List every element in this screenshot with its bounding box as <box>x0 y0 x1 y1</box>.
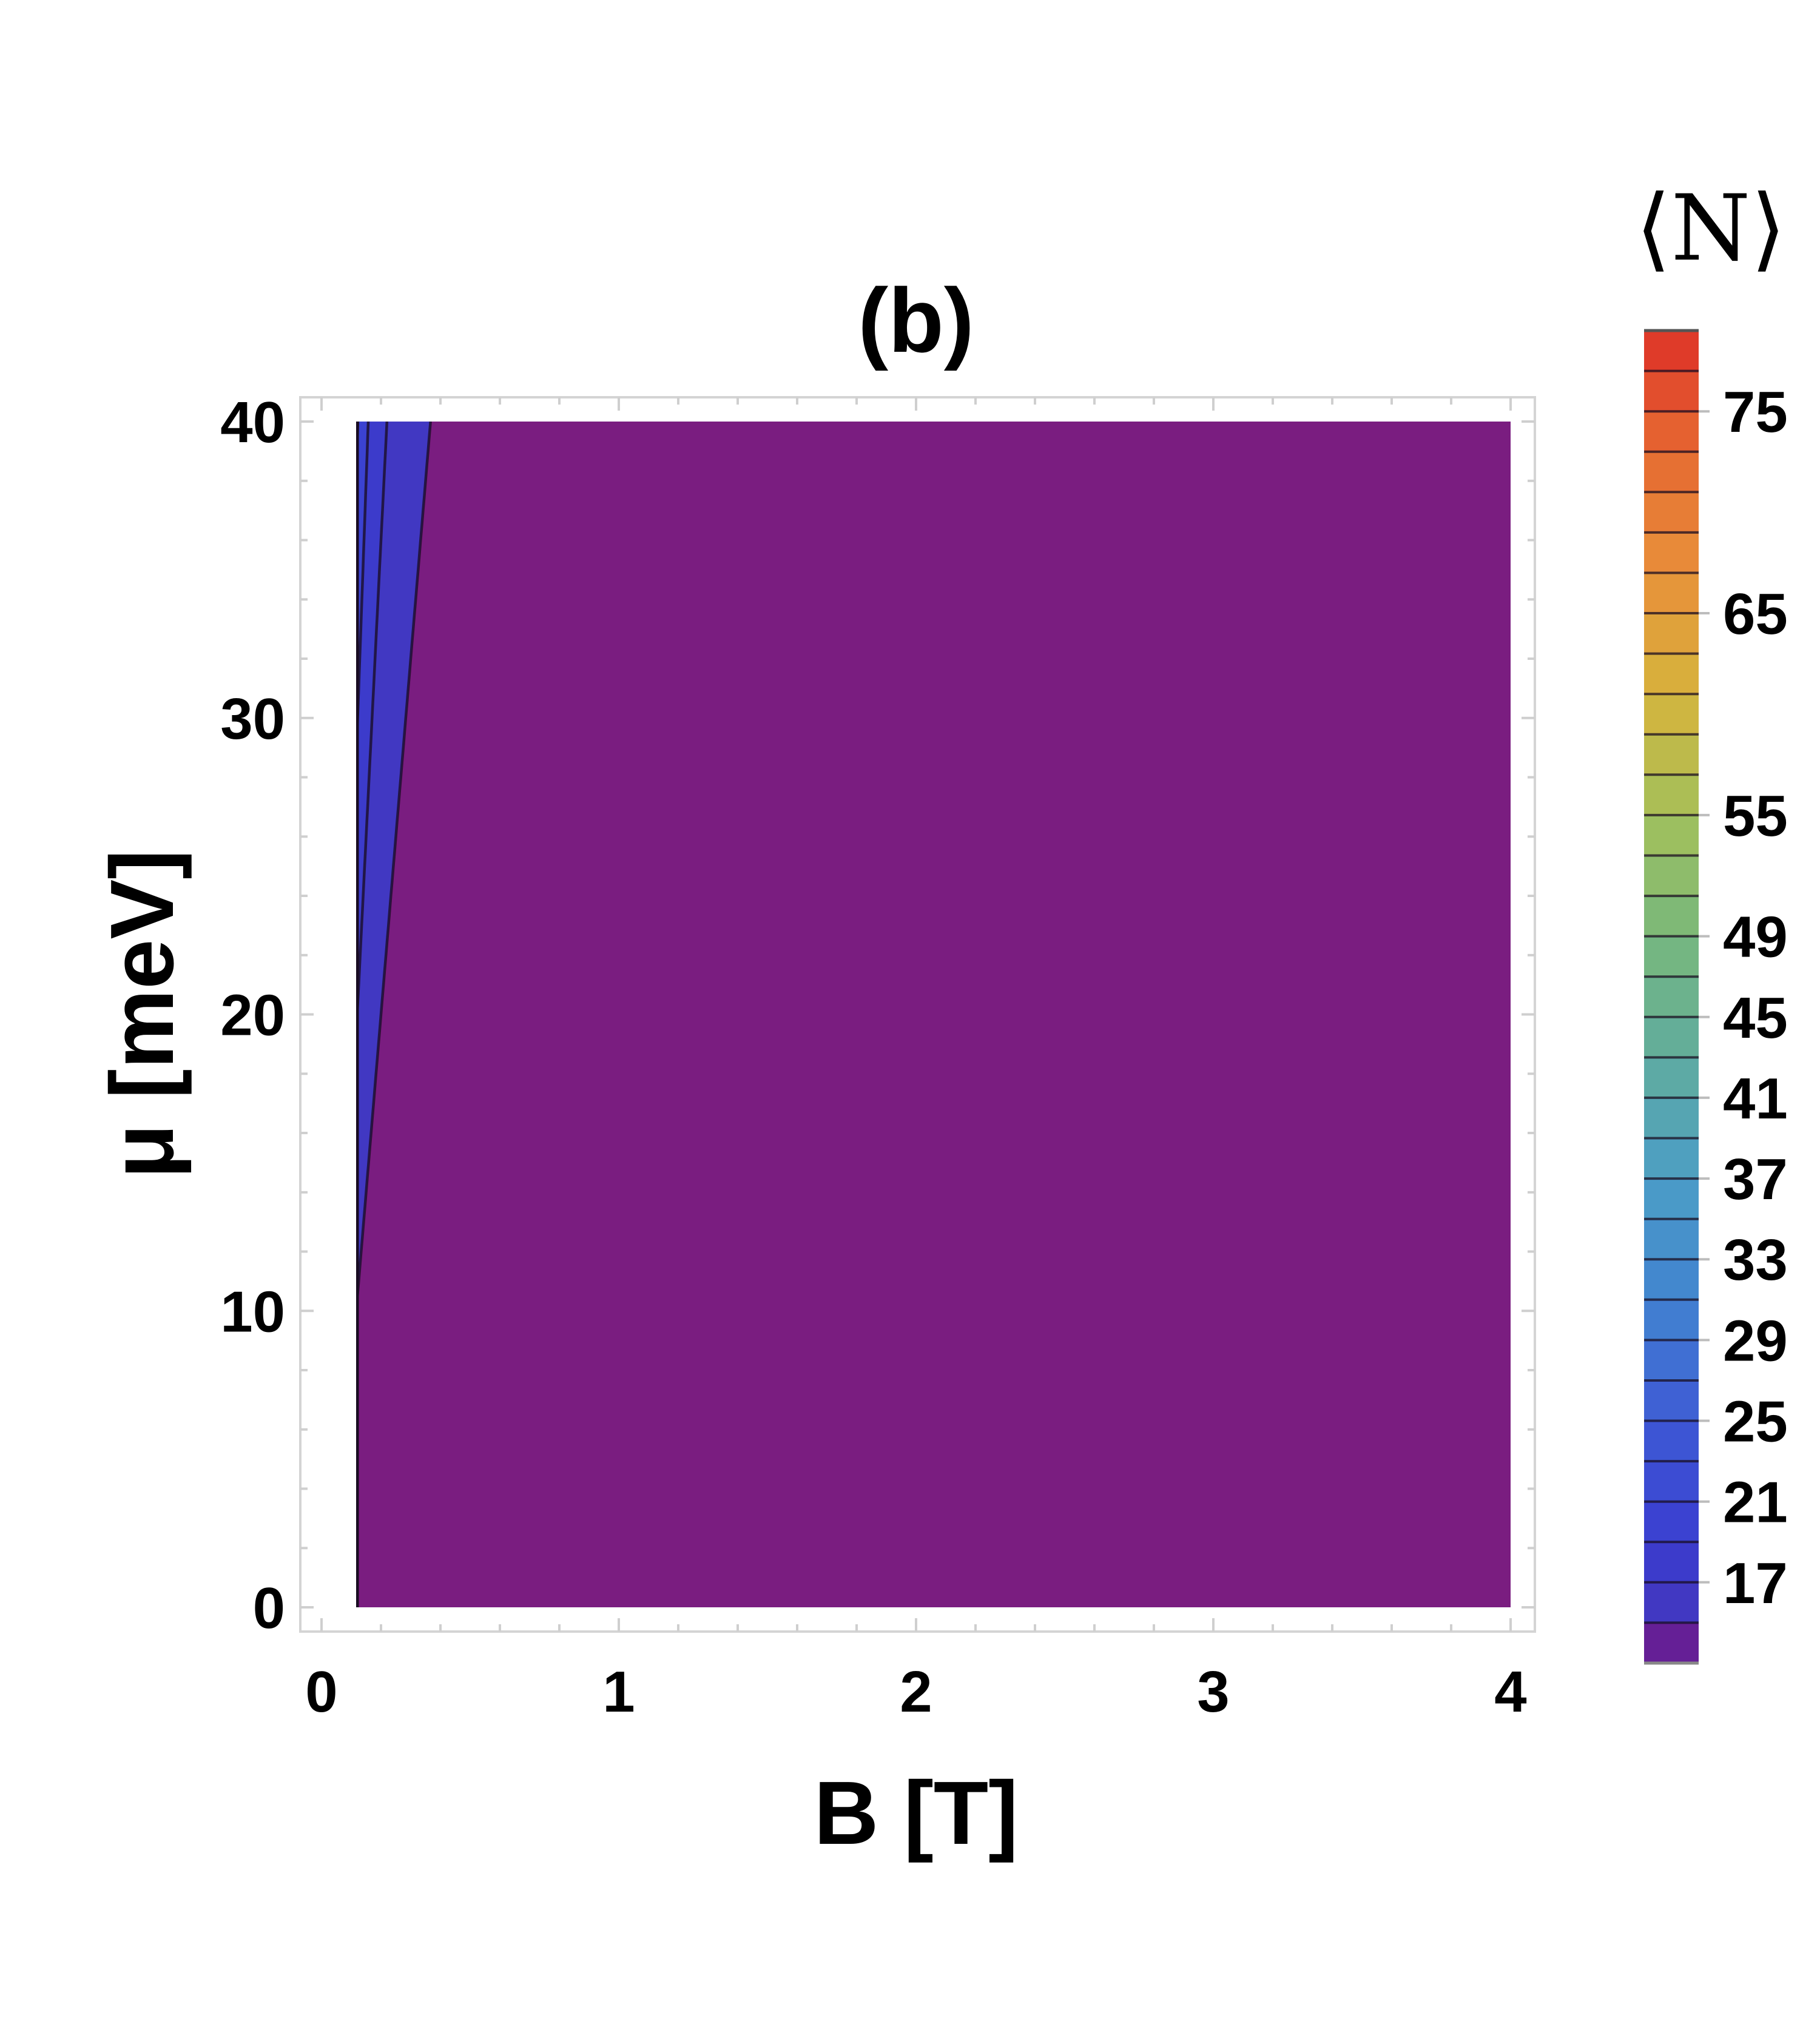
colorbar-segment <box>1644 371 1699 412</box>
colorbar-tick-label: 33 <box>1723 1228 1788 1293</box>
colorbar-segment <box>1644 1299 1699 1341</box>
colorbar-segment <box>1644 1057 1699 1098</box>
colorbar-segment <box>1644 1219 1699 1260</box>
colorbar-segment <box>1644 694 1699 735</box>
frame-ticks <box>300 397 1535 1632</box>
colorbar-segment <box>1644 573 1699 614</box>
y-tick-label: 40 <box>220 390 285 455</box>
colorbar <box>1644 329 1699 1665</box>
colorbar-segment <box>1644 653 1699 694</box>
x-tick-label: 0 <box>305 1659 337 1724</box>
contour-bands <box>357 422 1511 1607</box>
colorbar-tick-label: 75 <box>1723 380 1788 445</box>
colorbar-tick-label: 65 <box>1723 582 1788 647</box>
y-tick-label: 10 <box>220 1279 285 1344</box>
colorbar-segment <box>1644 411 1699 452</box>
contour-band-low <box>357 422 1511 1607</box>
colorbar-segment <box>1644 1501 1699 1543</box>
plot-area <box>356 422 1511 1607</box>
y-tick-labels: 0 10 20 30 40 <box>220 390 285 1641</box>
colorbar-segment <box>1644 855 1699 896</box>
colorbar-title: ⟨N⟩ <box>1636 176 1786 281</box>
colorbar-tick-label: 37 <box>1723 1147 1788 1212</box>
y-tick-label: 30 <box>220 687 285 751</box>
colorbar-segment <box>1644 977 1699 1018</box>
colorbar-segment <box>1644 451 1699 493</box>
colorbar-segment <box>1644 734 1699 776</box>
colorbar-segment <box>1644 613 1699 654</box>
x-tick-label: 4 <box>1494 1659 1526 1724</box>
colorbar-segment <box>1644 1017 1699 1058</box>
colorbar-segment <box>1644 1622 1699 1664</box>
y-tick-label: 20 <box>220 983 285 1048</box>
colorbar-segment <box>1644 1138 1699 1179</box>
colorbar-tick-label: 55 <box>1723 784 1788 849</box>
y-axis-title: μ [meV] <box>92 850 192 1179</box>
colorbar-segment <box>1644 331 1699 372</box>
colorbar-segment <box>1644 1582 1699 1624</box>
colorbar-segment <box>1644 896 1699 937</box>
x-tick-labels: 0 1 2 3 4 <box>305 1659 1526 1724</box>
x-tick-label: 2 <box>900 1659 932 1724</box>
colorbar-segment <box>1644 492 1699 533</box>
colorbar-segment <box>1644 775 1699 816</box>
colorbar-segment <box>1644 1380 1699 1422</box>
colorbar-tick-label: 45 <box>1723 986 1788 1051</box>
panel-label: (b) <box>858 269 974 371</box>
colorbar-segment <box>1644 1178 1699 1220</box>
colorbar-segment <box>1644 936 1699 977</box>
colorbar-segment <box>1644 1340 1699 1381</box>
colorbar-tick-label: 25 <box>1723 1390 1788 1454</box>
colorbar-segment <box>1644 1461 1699 1502</box>
x-tick-label: 3 <box>1197 1659 1229 1724</box>
x-tick-label: 1 <box>602 1659 635 1724</box>
colorbar-labels: 75 65 55 49 45 41 37 33 29 25 21 17 <box>1699 380 1788 1616</box>
colorbar-tick-label: 49 <box>1723 905 1788 970</box>
colorbar-tick-label: 17 <box>1723 1551 1788 1616</box>
colorbar-segment <box>1644 1259 1699 1300</box>
colorbar-tick-label: 41 <box>1723 1066 1788 1131</box>
colorbar-tick-label: 29 <box>1723 1308 1788 1373</box>
colorbar-segment <box>1644 1420 1699 1462</box>
y-tick-label: 0 <box>253 1576 285 1641</box>
x-axis-title: B [T] <box>814 1763 1019 1863</box>
colorbar-segment <box>1644 532 1699 574</box>
colorbar-segment <box>1644 1542 1699 1583</box>
colorbar-segment <box>1644 1097 1699 1139</box>
colorbar-segment <box>1644 815 1699 856</box>
contour-lines <box>356 422 432 1607</box>
colorbar-tick-label: 21 <box>1723 1470 1788 1535</box>
